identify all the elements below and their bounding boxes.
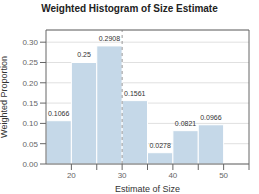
svg-text:0.2908: 0.2908 bbox=[99, 35, 121, 42]
svg-text:0.15: 0.15 bbox=[22, 99, 38, 108]
svg-text:50: 50 bbox=[219, 171, 228, 180]
svg-text:Weighted Proportion: Weighted Proportion bbox=[8, 56, 9, 138]
svg-text:0.20: 0.20 bbox=[22, 79, 38, 88]
svg-text:0.30: 0.30 bbox=[22, 38, 38, 47]
svg-text:20: 20 bbox=[67, 171, 76, 180]
svg-text:40: 40 bbox=[168, 171, 177, 180]
svg-text:0.00: 0.00 bbox=[22, 160, 38, 169]
svg-text:0.1561: 0.1561 bbox=[124, 90, 146, 97]
svg-text:0.25: 0.25 bbox=[77, 51, 91, 58]
svg-text:0.0821: 0.0821 bbox=[175, 120, 197, 127]
html-text:Weighted Histogram of Size Est: Weighted Histogram of Size Estimate bbox=[41, 3, 218, 14]
svg-text:0.1066: 0.1066 bbox=[48, 110, 70, 117]
svg-text:30: 30 bbox=[118, 171, 127, 180]
svg-text:0.0966: 0.0966 bbox=[200, 114, 222, 121]
svg-text:0.0278: 0.0278 bbox=[149, 142, 171, 149]
svg-text:Estimate of Size: Estimate of Size bbox=[115, 184, 180, 194]
svg-text:0.05: 0.05 bbox=[22, 140, 38, 149]
svg-text:0.25: 0.25 bbox=[22, 58, 38, 67]
svg-text:0.10: 0.10 bbox=[22, 119, 38, 128]
